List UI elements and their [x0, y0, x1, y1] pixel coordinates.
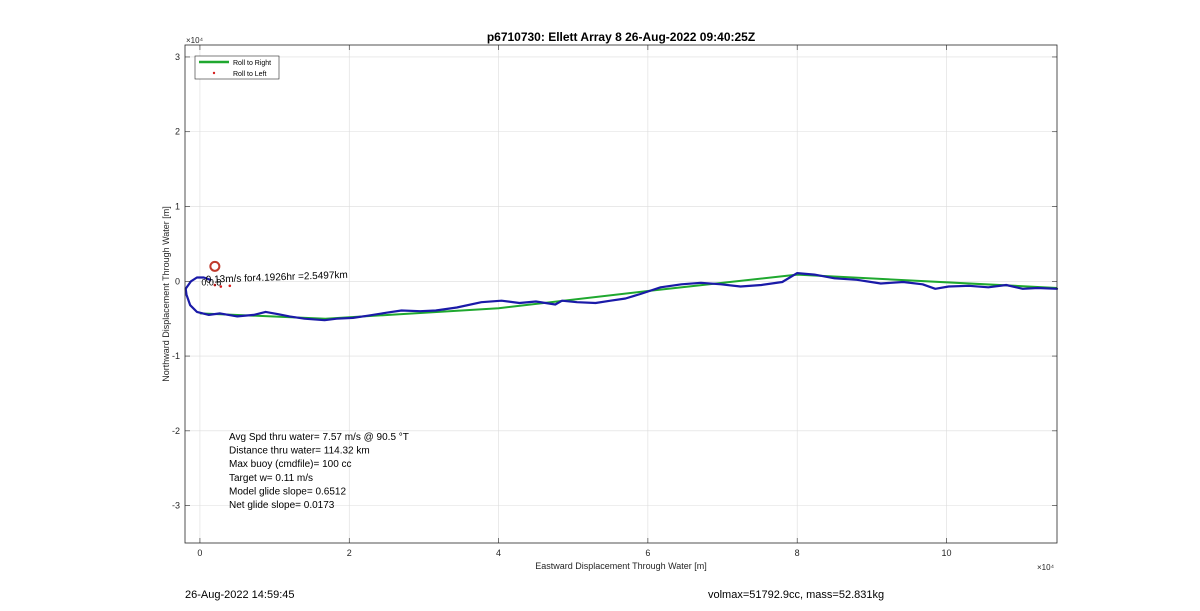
footer-vol-mass: volmax=51792.9cc, mass=52.831kg: [708, 589, 885, 601]
roll-left-point: [219, 285, 223, 288]
x-tick-label: 2: [347, 548, 352, 558]
track-start-hook: [184, 276, 212, 290]
x-tick-label: 10: [941, 548, 951, 558]
x-tick-label: 0: [197, 548, 202, 558]
y-tick-label: -1: [172, 351, 180, 361]
stats-line: Model glide slope= 0.6512: [229, 486, 346, 497]
y-tick-label: -2: [172, 426, 180, 436]
stats-line: Distance thru water= 114.32 km: [229, 446, 370, 457]
ticks: 0 2 4 6 8 10 -3 -2 -1 0 1 2 3: [172, 45, 1057, 558]
legend: Roll to Right Roll to Left: [194, 55, 280, 80]
footer-timestamp: 26-Aug-2022 14:59:45: [185, 589, 295, 601]
y-tick-label: 0: [175, 276, 180, 286]
y-exponent-label: ×10⁴: [186, 36, 204, 45]
stats-line: Target w= 0.11 m/s: [229, 473, 313, 484]
stats-line: Avg Spd thru water= 7.57 m/s @ 90.5 °T: [229, 432, 409, 443]
legend-label-roll-left: Roll to Left: [233, 71, 267, 78]
x-exponent-label: ×10⁴: [1037, 563, 1055, 572]
roll-left-point: [213, 283, 217, 287]
surface-marker: [209, 260, 221, 272]
x-axis-label: Eastward Displacement Through Water [m]: [535, 561, 707, 571]
track-line: [184, 272, 1059, 322]
y-tick-label: 1: [175, 202, 180, 212]
cluster-annotation: 0.0.8: [201, 277, 221, 287]
roll-left-point: [228, 284, 232, 288]
stats-text-block: Avg Spd thru water= 7.57 m/s @ 90.5 °T Di…: [229, 432, 409, 511]
legend-swatch-roll-left: [212, 71, 216, 75]
chart-title: p6710730: Ellett Array 8 26-Aug-2022 09:…: [487, 30, 755, 44]
y-tick-label: -3: [172, 501, 180, 511]
plot-frame: [184, 44, 1058, 544]
stats-line: Net glide slope= 0.0173: [229, 500, 335, 511]
y-tick-label: 3: [175, 52, 180, 62]
y-axis-label: Northward Displacement Through Water [m]: [161, 206, 171, 382]
stats-line: Max buoy (cmdfile)= 100 cc: [229, 459, 352, 470]
x-tick-label: 6: [645, 548, 650, 558]
y-tick-label: 2: [175, 127, 180, 137]
x-tick-label: 8: [795, 548, 800, 558]
legend-label-roll-right: Roll to Right: [233, 60, 271, 67]
speed-annotation: 0.13m/s for4.1926hr =2.5497km: [206, 270, 348, 286]
x-tick-label: 4: [496, 548, 501, 558]
